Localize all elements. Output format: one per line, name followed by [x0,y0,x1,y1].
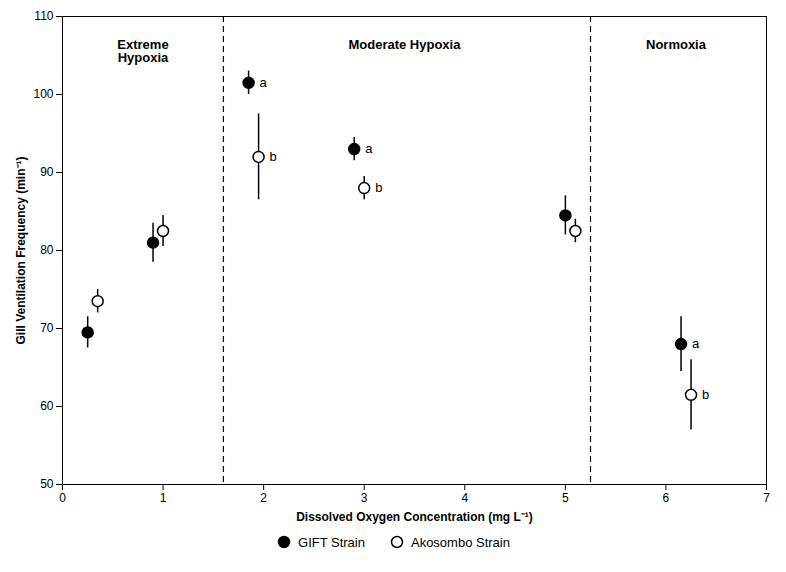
svg-text:7: 7 [763,491,770,505]
svg-text:80: 80 [40,243,54,257]
html-text:GIFT Strain: GIFT Strain [298,534,365,550]
svg-text:Moderate Hypoxia: Moderate Hypoxia [348,37,461,52]
svg-text:b: b [702,387,709,402]
svg-text:60: 60 [40,399,54,413]
svg-text:2: 2 [260,491,267,505]
svg-text:a: a [260,75,268,90]
svg-text:Normoxia: Normoxia [646,37,707,52]
svg-text:3: 3 [361,491,368,505]
svg-text:5: 5 [562,491,569,505]
svg-text:a: a [692,336,700,351]
svg-text:90: 90 [40,165,54,179]
svg-text:50: 50 [40,477,54,491]
svg-text:100: 100 [33,87,53,101]
svg-text:1: 1 [160,491,167,505]
svg-text:Dissolved Oxygen Concentration: Dissolved Oxygen Concentration (mg L⁻¹) [296,510,533,524]
svg-text:0: 0 [59,491,66,505]
svg-text:Gill Ventilation Frequency (mi: Gill Ventilation Frequency (min⁻¹) [14,156,28,344]
html-text:Akosombo Strain: Akosombo Strain [411,534,510,550]
svg-text:a: a [365,141,373,156]
svg-text:110: 110 [34,9,53,23]
svg-text:6: 6 [663,491,670,505]
svg-text:4: 4 [461,491,468,505]
svg-text:70: 70 [40,321,54,335]
svg-text:b: b [375,180,382,195]
svg-text:b: b [270,149,277,164]
svg-text:ExtremeHypoxia: ExtremeHypoxia [117,37,169,65]
